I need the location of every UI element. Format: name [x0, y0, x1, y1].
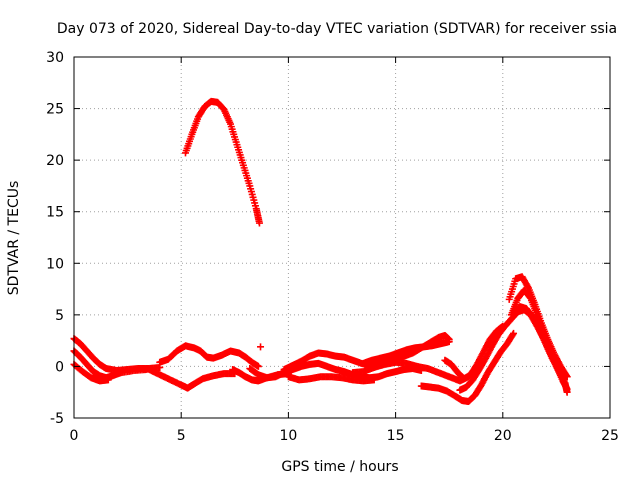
- x-tick-label: 25: [601, 428, 619, 444]
- data-point: [370, 376, 378, 384]
- data-point: [257, 343, 265, 351]
- y-axis-ticks: -5 0 5 10 15 20 25 30: [46, 50, 610, 427]
- x-axis-ticks: 0 5 10 15 20 25: [70, 57, 619, 444]
- chart-title: Day 073 of 2020, Sidereal Day-to-day VTE…: [57, 21, 617, 37]
- y-tick-label: 30: [46, 50, 64, 66]
- data-point: [509, 331, 517, 339]
- y-tick-label: 5: [55, 308, 64, 324]
- y-tick-label: 10: [46, 256, 64, 272]
- series-arc-e: [156, 342, 262, 370]
- series-arc-b: [70, 347, 151, 382]
- data-points: [70, 97, 571, 405]
- data-point: [510, 329, 518, 337]
- series-arc-m: [417, 329, 518, 405]
- x-tick-label: 10: [279, 428, 297, 444]
- plot-frame: [73, 56, 611, 419]
- data-point: [445, 338, 453, 346]
- x-tick-label: 20: [494, 428, 512, 444]
- grid-lines: [74, 57, 610, 418]
- y-tick-label: 15: [46, 205, 64, 221]
- x-tick-label: 15: [387, 428, 405, 444]
- series-arc-k: [359, 338, 453, 367]
- data-point: [255, 219, 263, 227]
- x-tick-label: 0: [70, 428, 79, 444]
- y-tick-label: 25: [46, 102, 64, 118]
- series-arc-c: [70, 360, 112, 385]
- y-tick-label: 0: [55, 359, 64, 375]
- data-point: [563, 388, 571, 396]
- series-arc-r: [510, 303, 571, 396]
- data-point: [254, 362, 262, 370]
- series-arc-high: [181, 97, 263, 227]
- y-axis-label: SDTVAR / TECUs: [6, 181, 22, 296]
- x-axis-label: GPS time / hours: [281, 459, 398, 475]
- y-tick-label: 20: [46, 153, 64, 169]
- x-tick-label: 5: [177, 428, 186, 444]
- series-arc-j: [284, 373, 378, 385]
- data-point: [104, 376, 112, 384]
- series-arc-f: [257, 343, 265, 351]
- y-tick-label: -5: [50, 411, 64, 427]
